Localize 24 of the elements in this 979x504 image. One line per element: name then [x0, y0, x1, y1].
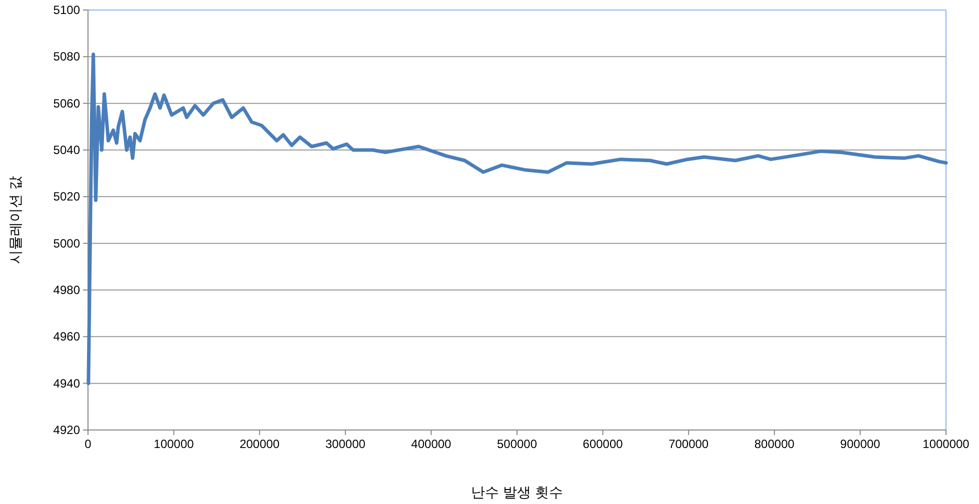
x-tick-label: 400000 — [411, 437, 452, 451]
y-tick-label: 5040 — [53, 143, 80, 157]
x-tick-label: 0 — [84, 437, 92, 451]
y-tick-label: 5100 — [53, 3, 80, 17]
x-tick-label: 900000 — [840, 437, 881, 451]
y-tick-label: 5080 — [53, 50, 80, 64]
x-tick-label: 200000 — [240, 437, 280, 451]
x-tick-label: 100000 — [154, 437, 194, 451]
x-tick-label: 1000000 — [922, 437, 970, 451]
y-tick-label: 5000 — [53, 236, 80, 250]
x-tick-label: 500000 — [496, 437, 538, 451]
y-tick-label: 4940 — [53, 376, 80, 390]
y-axis-title: 시뮬레이션 값 — [7, 176, 23, 264]
y-tick-label: 5020 — [53, 190, 80, 204]
y-tick-label: 5060 — [53, 96, 80, 110]
y-tick-label: 4980 — [53, 283, 80, 297]
x-tick-label: 800000 — [754, 437, 795, 451]
x-tick-label: 700000 — [668, 437, 709, 451]
line-series — [86, 52, 948, 386]
x-axis-title: 난수 발생 횟수 — [471, 484, 563, 500]
x-tick-label: 600000 — [582, 437, 624, 451]
y-tick-label: 4960 — [53, 330, 80, 344]
y-tick-label: 4920 — [53, 423, 80, 437]
x-tick-label: 300000 — [325, 437, 366, 451]
